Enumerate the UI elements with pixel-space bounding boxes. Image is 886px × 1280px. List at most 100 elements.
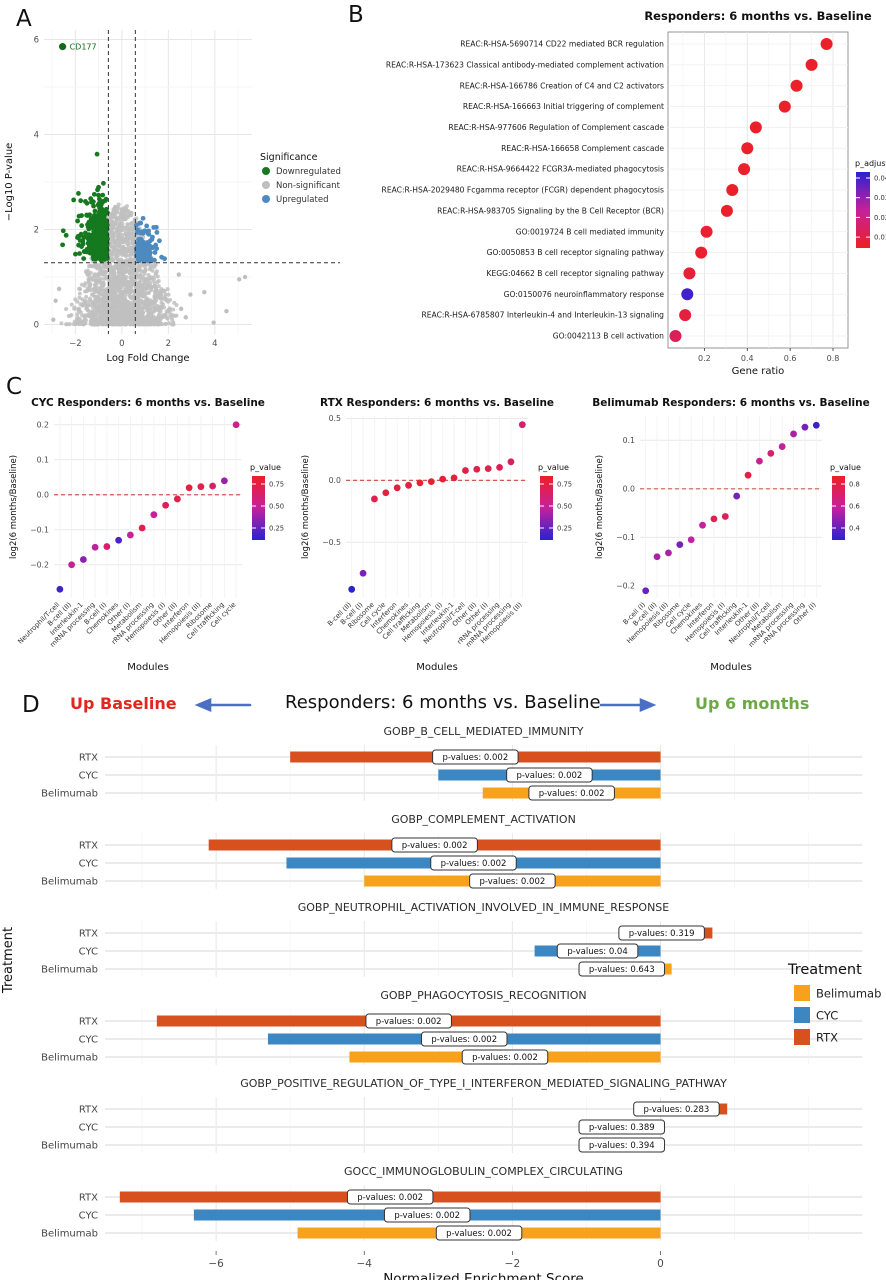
svg-text:6: 6 [34,36,39,46]
belimumab-modules-svg: Belimumab Responders: 6 months vs. Basel… [592,397,870,673]
module-dot [462,467,469,474]
svg-text:p-values: 0.002: p-values: 0.002 [441,859,507,869]
module-dot [507,458,515,466]
pathway-label: GO:0050853 B cell receptor signaling pat… [487,248,665,257]
p-value-label: p-values: 0.394 [578,1137,666,1153]
svg-text:0.03: 0.03 [874,194,886,202]
panel-a-label: A [16,6,32,32]
svg-text:2: 2 [166,339,171,349]
treatment-row-label: RTX [79,752,98,763]
svg-text:0.75: 0.75 [557,480,572,488]
module-dot [518,421,526,429]
svg-text:Upregulated: Upregulated [276,195,328,205]
gene-set-title: GOBP_COMPLEMENT_ACTIVATION [391,813,576,826]
right-arrow-icon [599,698,657,712]
treatment-row-label: RTX [79,928,98,939]
module-xlabel: Modules [416,662,458,673]
p-value-label: p-values: 0.002 [346,1189,434,1205]
svg-text:p_value: p_value [250,463,281,472]
svg-text:p-values: 0.002: p-values: 0.002 [472,1053,538,1063]
svg-text:−0.2: −0.2 [616,581,635,590]
highlight-gene-label: CD177 [70,43,97,52]
treatment-row-label: CYC [79,946,98,957]
gene-set-title: GOBP_NEUTROPHIL_ACTIVATION_INVOLVED_IN_I… [298,901,670,914]
svg-text:0.5: 0.5 [329,414,341,423]
pathway-dot [820,38,833,50]
svg-text:0: 0 [34,321,39,331]
svg-text:p-values: 0.04: p-values: 0.04 [567,947,627,957]
module-plot-area: Belimumab Responders: 6 months vs. Basel… [592,397,870,673]
module-dot [126,531,134,539]
rtx-modules-svg: RTX Responders: 6 months vs. BaselineB-c… [301,397,572,673]
p-value-label: p-values: 0.002 [383,1207,471,1223]
svg-text:p-values: 0.002: p-values: 0.002 [402,841,468,851]
module-dot [733,492,741,500]
pathway-label: REAC:R-HSA-977606 Regulation of Compleme… [448,123,664,132]
svg-text:−6: −6 [208,1258,224,1270]
svg-text:p_adjust: p_adjust [855,159,886,168]
module-dot [756,457,763,465]
treatment-row-label: CYC [79,1210,98,1221]
gene-set-title: GOBP_POSITIVE_REGULATION_OF_TYPE_I_INTER… [240,1077,727,1090]
svg-text:p-values: 0.002: p-values: 0.002 [479,877,545,887]
significance-legend: Significance Downregulated Non-significant… [260,152,341,205]
svg-text:Non-significant: Non-significant [276,181,341,191]
pathway-label: REAC:R-HSA-173623 Classical antibody-med… [386,60,664,69]
p-value-legend: p_value 0.8 0.6 0.4 [830,463,861,540]
volcano-points [51,151,248,327]
p-value-label: p-values: 0.002 [432,749,519,765]
p-value-label: p-values: 0.002 [420,1031,508,1047]
svg-text:0: 0 [657,1258,664,1270]
pathway-dot [749,121,762,134]
pathway-dot [790,79,803,92]
module-ylabel: log2(6 months/Baseline) [595,455,605,559]
p-value-label: p-values: 0.002 [469,873,556,889]
module-dot [687,536,695,544]
module-ylabel: log2(6 months/Baseline) [9,455,19,559]
module-dot [68,561,76,569]
svg-text:Treatment: Treatment [787,962,862,978]
treatment-row-label: CYC [79,858,98,869]
pathway-label: REAC:R-HSA-166663 Initial triggering of … [463,102,664,111]
treatment-row-label: RTX [79,840,98,851]
module-xlabel: Modules [127,662,169,673]
gsea-plot-area: GOBP_B_CELL_MEDIATED_IMMUNITY RTX p-values… [1,725,862,1280]
treatment-row-label: Belimumab [41,1228,98,1239]
pathway-label: REAC:R-HSA-9664422 FCGR3A-mediated phago… [457,165,664,174]
pathway-dot [695,246,708,259]
svg-text:p-values: 0.002: p-values: 0.002 [539,789,605,799]
svg-text:0.0: 0.0 [623,484,635,493]
svg-text:p-values: 0.643: p-values: 0.643 [589,965,655,975]
up-6-months-label: Up 6 months [695,694,810,713]
svg-text:0.8: 0.8 [849,480,860,488]
svg-text:0.1: 0.1 [37,455,49,464]
module-plot-area: CYC Responders: 6 months vs. BaselineNeu… [9,397,265,673]
svg-text:Belimumab: Belimumab [816,987,881,1001]
svg-text:0.2: 0.2 [698,354,711,363]
svg-text:4: 4 [34,131,39,141]
svg-text:0.25: 0.25 [557,524,572,532]
treatment-row-label: CYC [79,1122,98,1133]
module-dot [790,430,797,438]
module-dot [744,471,752,479]
svg-text:p_value: p_value [538,463,569,472]
module-dot [348,585,356,593]
pathway-label: GO:0042113 B cell activation [553,332,664,341]
module-dot [665,549,672,557]
svg-text:p-values: 0.002: p-values: 0.002 [357,1193,423,1203]
svg-text:0.75: 0.75 [269,480,284,488]
gene-set-title: GOCC_IMMUNOGLOBULIN_COMPLEX_CIRCULATING [344,1165,623,1178]
gene-set-title: GOBP_B_CELL_MEDIATED_IMMUNITY [384,725,584,738]
svg-text:Significance: Significance [260,152,318,163]
p-value-label: p-values: 0.04 [556,943,639,959]
pathway-dot [679,309,692,322]
gene-set-title: GOBP_PHAGOCYTOSIS_RECOGNITION [380,989,586,1002]
gsea-xlabel: Normalized Enrichment Score [383,1271,584,1280]
svg-text:0.6: 0.6 [784,354,797,363]
pathway-label: REAC:R-HSA-166658 Complement cascade [501,144,664,153]
pathway-dot [720,204,733,217]
svg-text:0.50: 0.50 [269,502,284,510]
svg-text:0.25: 0.25 [269,524,284,532]
svg-text:0.0: 0.0 [329,476,341,485]
